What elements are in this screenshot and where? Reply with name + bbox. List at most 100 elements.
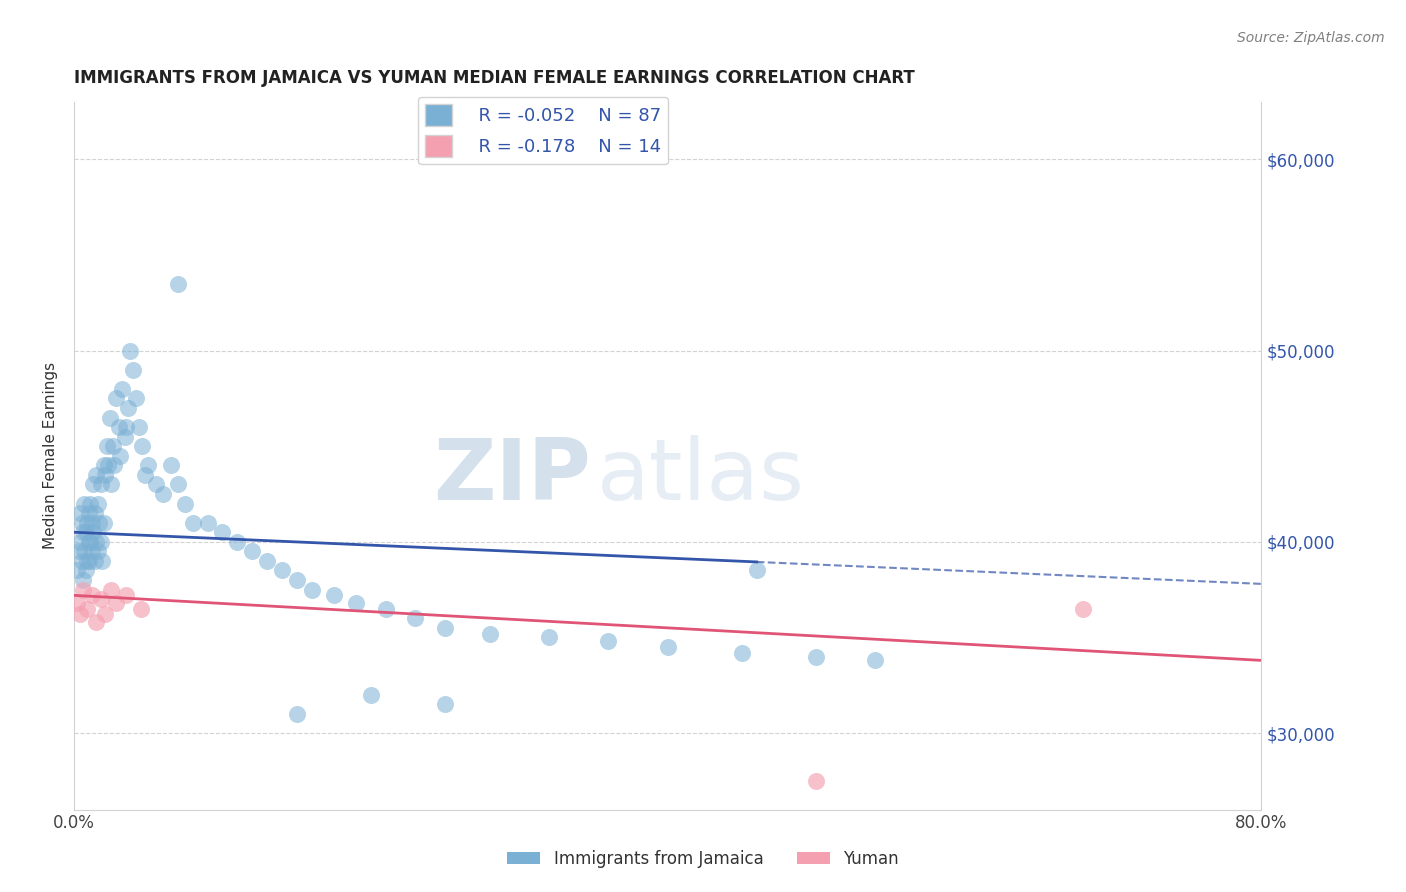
Point — [75, 564, 97, 578]
Point — [404, 611, 426, 625]
Text: atlas: atlas — [596, 435, 804, 518]
Point — [152, 487, 174, 501]
Point — [122, 362, 145, 376]
Point — [69, 534, 91, 549]
Point — [90, 477, 112, 491]
Point — [87, 497, 110, 511]
Point — [434, 698, 457, 712]
Point — [745, 564, 768, 578]
Point — [598, 634, 620, 648]
Point — [110, 382, 132, 396]
Point — [80, 544, 103, 558]
Point — [66, 564, 89, 578]
Point — [70, 554, 93, 568]
Point — [77, 554, 100, 568]
Point — [107, 420, 129, 434]
Point — [256, 554, 278, 568]
Point — [91, 554, 114, 568]
Point — [72, 582, 94, 597]
Point — [537, 631, 560, 645]
Point — [240, 544, 263, 558]
Point — [115, 420, 138, 434]
Point — [93, 516, 115, 530]
Legend: Immigrants from Jamaica, Yuman: Immigrants from Jamaica, Yuman — [501, 844, 905, 875]
Point — [131, 439, 153, 453]
Point — [76, 554, 98, 568]
Point — [120, 343, 142, 358]
Point — [108, 449, 131, 463]
Point — [72, 573, 94, 587]
Legend:   R = -0.052    N = 87,   R = -0.178    N = 14: R = -0.052 N = 87, R = -0.178 N = 14 — [418, 97, 668, 164]
Point — [103, 458, 125, 473]
Point — [73, 497, 96, 511]
Point — [136, 458, 159, 473]
Y-axis label: Median Female Earnings: Median Female Earnings — [44, 362, 58, 549]
Point — [96, 439, 118, 453]
Point — [100, 477, 122, 491]
Point — [69, 506, 91, 520]
Point — [115, 588, 138, 602]
Point — [100, 582, 122, 597]
Point — [731, 646, 754, 660]
Point — [197, 516, 219, 530]
Point — [90, 534, 112, 549]
Point — [167, 277, 190, 291]
Point — [434, 621, 457, 635]
Point — [322, 588, 344, 602]
Point — [94, 607, 117, 622]
Point — [657, 640, 679, 654]
Point — [83, 506, 105, 520]
Point — [167, 477, 190, 491]
Point — [117, 401, 139, 415]
Point — [344, 596, 367, 610]
Point — [94, 467, 117, 482]
Point — [79, 534, 101, 549]
Point — [374, 601, 396, 615]
Point — [80, 516, 103, 530]
Text: IMMIGRANTS FROM JAMAICA VS YUMAN MEDIAN FEMALE EARNINGS CORRELATION CHART: IMMIGRANTS FROM JAMAICA VS YUMAN MEDIAN … — [75, 69, 915, 87]
Point — [98, 410, 121, 425]
Point — [97, 458, 120, 473]
Point — [79, 497, 101, 511]
Point — [174, 497, 197, 511]
Point — [114, 429, 136, 443]
Point — [69, 607, 91, 622]
Point — [67, 544, 90, 558]
Point — [86, 534, 108, 549]
Point — [90, 592, 112, 607]
Point — [104, 596, 127, 610]
Point — [181, 516, 204, 530]
Point — [804, 773, 827, 788]
Point — [70, 516, 93, 530]
Point — [478, 626, 501, 640]
Point — [226, 534, 249, 549]
Point — [360, 688, 382, 702]
Point — [301, 582, 323, 597]
Point — [73, 544, 96, 558]
Point — [145, 477, 167, 491]
Point — [1071, 601, 1094, 615]
Point — [76, 516, 98, 530]
Point — [86, 467, 108, 482]
Point — [66, 596, 89, 610]
Point — [270, 564, 292, 578]
Point — [83, 554, 105, 568]
Point — [211, 525, 233, 540]
Point — [159, 458, 181, 473]
Point — [86, 615, 108, 629]
Point — [82, 525, 104, 540]
Point — [104, 392, 127, 406]
Point — [80, 588, 103, 602]
Point — [285, 706, 308, 721]
Point — [75, 525, 97, 540]
Point — [129, 601, 152, 615]
Point — [87, 544, 110, 558]
Text: Source: ZipAtlas.com: Source: ZipAtlas.com — [1237, 31, 1385, 45]
Point — [101, 439, 124, 453]
Point — [128, 420, 150, 434]
Point — [285, 573, 308, 587]
Point — [77, 534, 100, 549]
Point — [82, 477, 104, 491]
Point — [804, 649, 827, 664]
Point — [93, 458, 115, 473]
